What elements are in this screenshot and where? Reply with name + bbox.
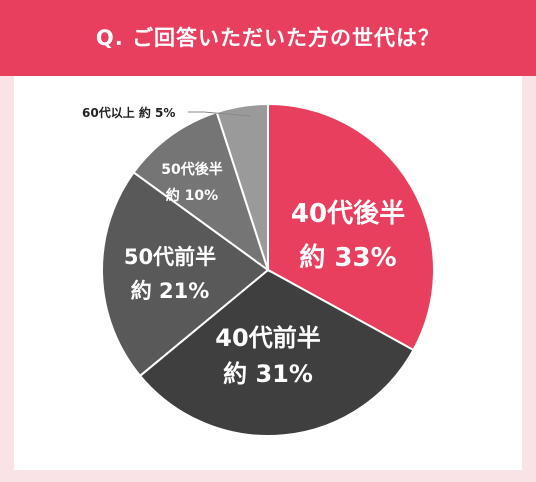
slice-label: 60代以上 約 5% [82,105,175,120]
slice-label: 50代後半 [161,161,222,178]
pie-slice [138,268,415,438]
pie-slice [132,110,270,273]
slice-leader-line [188,111,251,117]
slice-label: 50代前半 [124,245,216,269]
slice-label: 40代後半 [291,198,405,229]
chart-title: Q. ご回答いただいた方の世代は？ [95,26,441,50]
slice-value-label: 約 33% [299,242,396,273]
slice-label: 40代前半 [215,324,320,352]
pie-slice [267,102,436,352]
slice-value-label: 約 31% [223,360,313,388]
pie-slice [215,102,269,271]
slice-value-label: 約 10% [166,187,218,204]
title-banner [0,0,536,76]
slice-value-label: 約 21% [131,279,210,303]
pie-slice [100,171,270,378]
